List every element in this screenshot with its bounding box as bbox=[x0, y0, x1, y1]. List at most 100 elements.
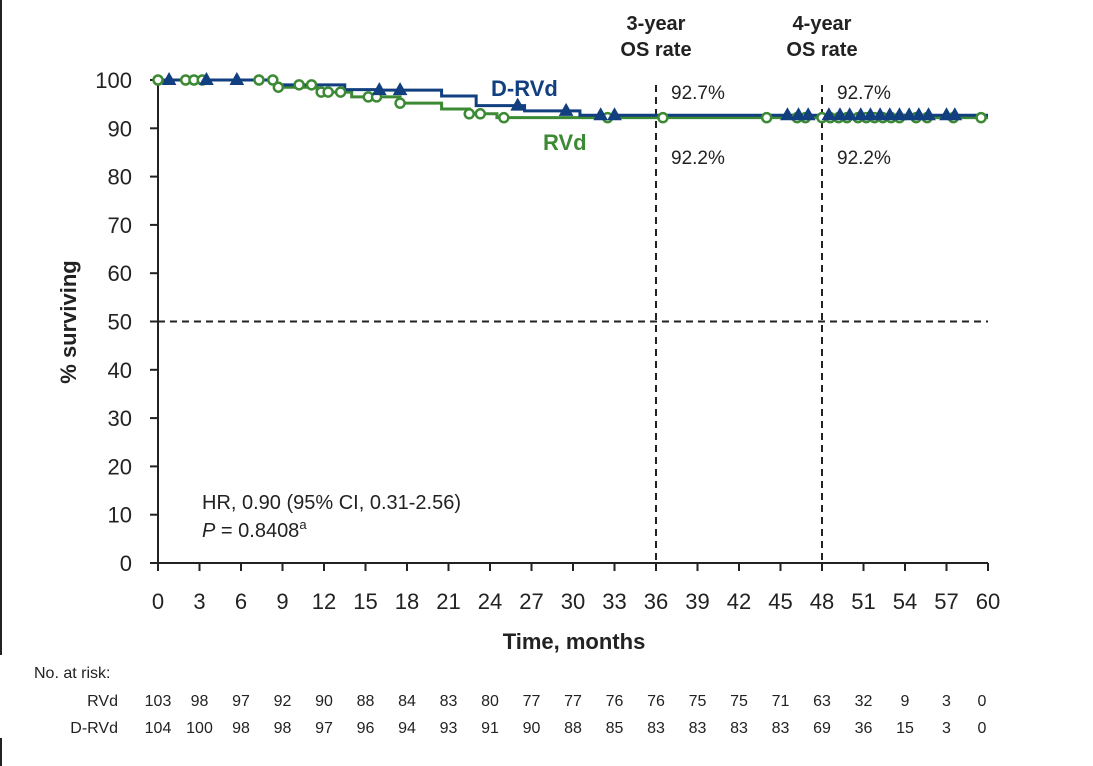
censor-marker-triangle bbox=[199, 71, 214, 85]
risk-cell: 15 bbox=[896, 720, 914, 737]
x-tick-label: 51 bbox=[851, 589, 875, 614]
censor-markers bbox=[152, 71, 987, 124]
censor-marker-triangle bbox=[161, 71, 177, 85]
censor-marker-circle bbox=[498, 111, 510, 124]
censor-marker-triangle bbox=[607, 107, 622, 121]
x-tick-label: 54 bbox=[893, 589, 917, 614]
x-tick-label: 0 bbox=[152, 589, 164, 614]
x-tick-label: 57 bbox=[934, 589, 958, 614]
p-label: P bbox=[202, 520, 216, 542]
censor-marker-circle bbox=[267, 74, 279, 86]
y-tick-label: 50 bbox=[108, 310, 132, 335]
censor-marker-circle bbox=[975, 111, 987, 124]
y-tick-label: 20 bbox=[108, 454, 132, 479]
risk-cell: 76 bbox=[647, 693, 665, 710]
risk-cell: 88 bbox=[357, 693, 375, 710]
hr-annotation: HR, 0.90 (95% CI, 0.31-2.56) bbox=[202, 492, 461, 514]
frame-edge-bottom-left bbox=[0, 738, 2, 766]
censor-marker-triangle bbox=[863, 107, 878, 121]
risk-cell: 90 bbox=[315, 693, 333, 710]
censor-marker-circle bbox=[293, 79, 305, 91]
censor-marker-circle bbox=[322, 86, 334, 98]
reference-line-title: 4-year bbox=[793, 13, 852, 35]
reference-labels: 3-year OS rate 92.7% 92.2% 4-year OS rate 92.7… bbox=[620, 13, 891, 169]
x-tick-label: 39 bbox=[685, 589, 709, 614]
risk-cell: 80 bbox=[481, 693, 499, 710]
censor-marker-triangle bbox=[510, 97, 526, 111]
risk-cell: 100 bbox=[186, 720, 213, 737]
censor-marker-triangle bbox=[842, 107, 858, 121]
y-tick-label: 80 bbox=[108, 165, 132, 190]
risk-cell: 98 bbox=[232, 720, 250, 737]
x-tick-label: 6 bbox=[235, 589, 247, 614]
censor-marker-triangle bbox=[832, 107, 848, 121]
series-labels: RVd D-RVd bbox=[491, 76, 587, 155]
risk-cell: 77 bbox=[564, 693, 582, 710]
x-tick-labels: 0 3 6 9 12 15 18 21 24 27 30 33 36 39 42 45 48 51 54 57 60 bbox=[152, 563, 1000, 614]
censor-marker-triangle bbox=[921, 107, 936, 121]
x-axis-label: Time, months bbox=[503, 629, 646, 654]
risk-row-label: D-RVd bbox=[70, 720, 118, 737]
reference-line-title: 3-year bbox=[627, 13, 686, 35]
risk-cell: 71 bbox=[772, 693, 790, 710]
x-tick-label: 24 bbox=[478, 589, 502, 614]
risk-cell: 0 bbox=[978, 693, 987, 710]
censor-marker-triangle bbox=[593, 107, 609, 121]
risk-cell: 9 bbox=[901, 693, 910, 710]
censor-marker-triangle bbox=[392, 82, 408, 96]
censor-marker-triangle bbox=[901, 107, 917, 121]
risk-cell: 36 bbox=[855, 720, 873, 737]
y-tick-label: 40 bbox=[108, 358, 132, 383]
risk-cell: 77 bbox=[523, 693, 541, 710]
censor-marker-triangle bbox=[229, 71, 245, 85]
risk-cell: 98 bbox=[191, 693, 209, 710]
reference-rate-value: 92.7% bbox=[837, 83, 891, 104]
reference-line-title: OS rate bbox=[786, 39, 857, 61]
x-tick-label: 60 bbox=[976, 589, 1000, 614]
risk-cell: 69 bbox=[813, 720, 831, 737]
censor-marker-triangle bbox=[558, 102, 574, 116]
risk-cell: 75 bbox=[689, 693, 707, 710]
p-value: = 0.8408 bbox=[215, 520, 299, 542]
y-tick-label: 70 bbox=[108, 213, 132, 238]
x-tick-label: 18 bbox=[395, 589, 419, 614]
risk-cell: 97 bbox=[315, 720, 333, 737]
risk-cell: 85 bbox=[606, 720, 624, 737]
risk-cell: 93 bbox=[440, 720, 458, 737]
reference-rate-value: 92.7% bbox=[671, 83, 725, 104]
risk-cell: 83 bbox=[440, 693, 458, 710]
x-tick-label: 9 bbox=[276, 589, 288, 614]
censor-marker-circle bbox=[760, 111, 773, 124]
x-tick-label: 45 bbox=[768, 589, 792, 614]
censor-marker-circle bbox=[463, 108, 475, 120]
reference-rate-value: 92.2% bbox=[837, 148, 891, 169]
risk-cell: 96 bbox=[357, 720, 375, 737]
reference-rate-value: 92.2% bbox=[671, 148, 725, 169]
y-axis-label: % surviving bbox=[56, 260, 81, 383]
risk-cell: 3 bbox=[942, 693, 951, 710]
censor-marker-triangle bbox=[821, 107, 837, 121]
x-tick-label: 27 bbox=[519, 589, 543, 614]
risk-cell: 90 bbox=[523, 720, 541, 737]
censor-marker-triangle bbox=[780, 107, 795, 121]
censor-marker-circle bbox=[474, 108, 487, 120]
x-tick-label: 3 bbox=[193, 589, 205, 614]
risk-cell: 83 bbox=[689, 720, 707, 737]
censor-marker-circle bbox=[253, 74, 265, 86]
censor-marker-triangle bbox=[882, 107, 898, 121]
risk-cell: 76 bbox=[606, 693, 624, 710]
risk-cell: 75 bbox=[730, 693, 748, 710]
censor-marker-triangle bbox=[947, 107, 963, 121]
risk-cell: 83 bbox=[730, 720, 748, 737]
y-tick-label: 10 bbox=[108, 503, 132, 528]
risk-cell: 83 bbox=[772, 720, 790, 737]
risk-cell: 3 bbox=[942, 720, 951, 737]
y-tick-label: 30 bbox=[108, 406, 132, 431]
y-tick-label: 60 bbox=[108, 261, 132, 286]
risk-cell: 84 bbox=[398, 693, 416, 710]
risk-table: RVd 103 98 97 92 90 88 84 83 80 77 77 76 76 75 75 71 63 32… bbox=[70, 693, 986, 737]
censor-marker-circle bbox=[334, 86, 347, 98]
risk-cell: 92 bbox=[274, 693, 292, 710]
series-label-d-rvd: D-RVd bbox=[491, 76, 558, 101]
